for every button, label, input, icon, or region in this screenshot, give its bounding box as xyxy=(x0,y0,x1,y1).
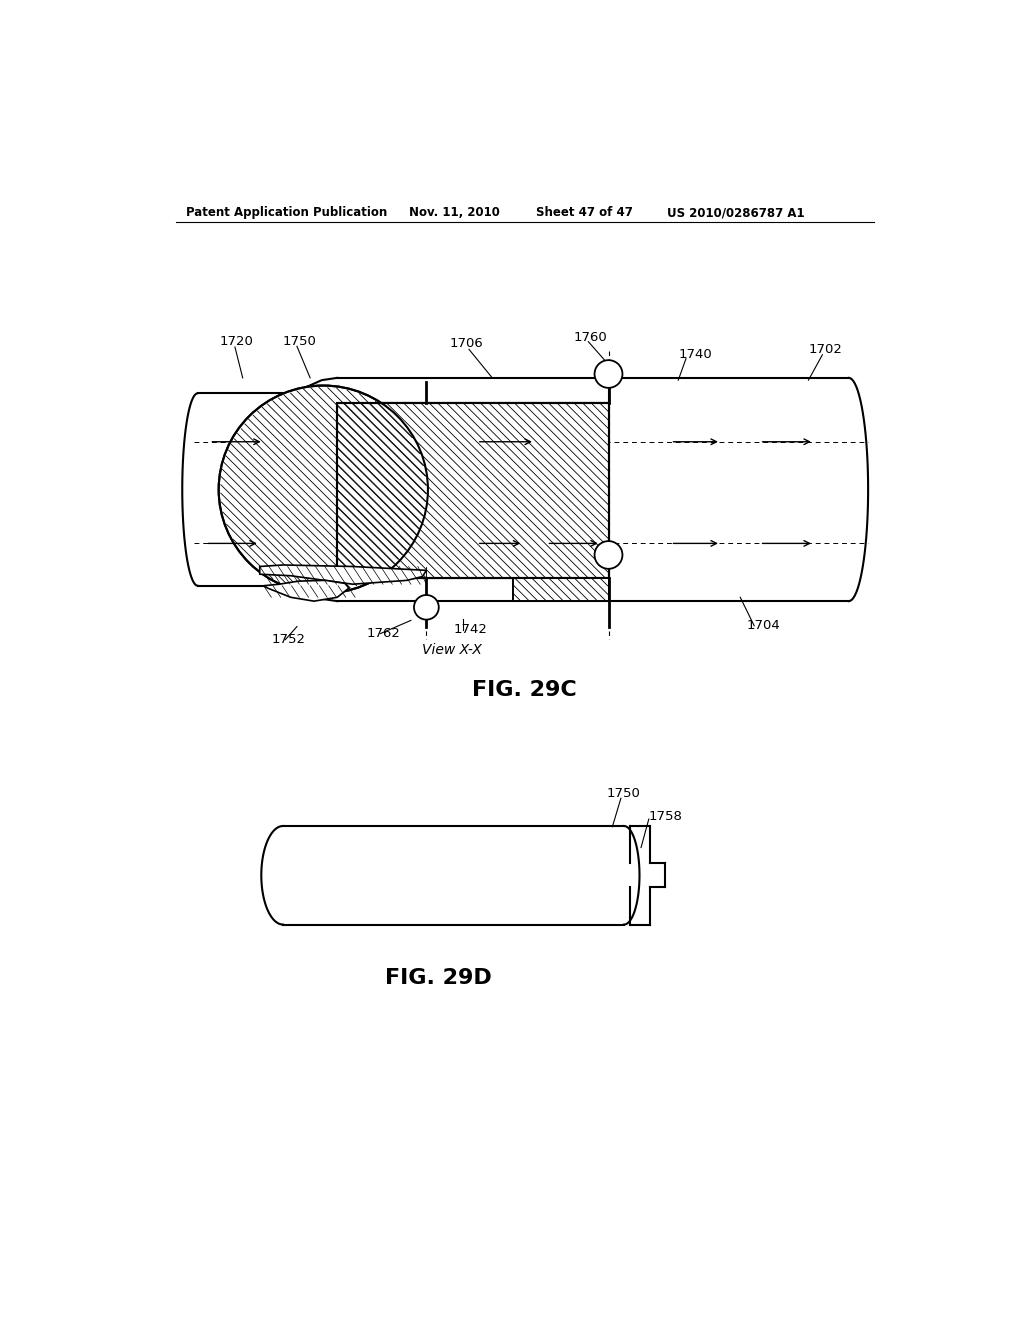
Text: 1720: 1720 xyxy=(219,335,253,348)
Text: 1706: 1706 xyxy=(450,337,483,350)
Text: US 2010/0286787 A1: US 2010/0286787 A1 xyxy=(667,206,804,219)
Circle shape xyxy=(414,595,438,619)
Polygon shape xyxy=(260,565,426,585)
Bar xyxy=(513,578,608,601)
Text: 1742: 1742 xyxy=(454,623,487,636)
Text: FIG. 29D: FIG. 29D xyxy=(385,969,492,989)
Bar xyxy=(337,404,608,578)
Text: Sheet 47 of 47: Sheet 47 of 47 xyxy=(537,206,633,219)
Bar xyxy=(337,404,608,578)
Text: 1762: 1762 xyxy=(367,627,400,640)
Circle shape xyxy=(595,360,623,388)
Text: 1704: 1704 xyxy=(746,619,780,632)
Circle shape xyxy=(219,385,428,594)
Text: 1750: 1750 xyxy=(283,335,316,348)
Text: 1702: 1702 xyxy=(809,343,843,356)
Text: Nov. 11, 2010: Nov. 11, 2010 xyxy=(409,206,500,219)
Text: 1740: 1740 xyxy=(678,348,712,362)
Text: 1760: 1760 xyxy=(573,330,607,343)
Circle shape xyxy=(595,541,623,569)
Text: Patent Application Publication: Patent Application Publication xyxy=(186,206,387,219)
Text: FIG. 29C: FIG. 29C xyxy=(472,680,578,700)
Bar xyxy=(513,578,608,601)
Text: 1752: 1752 xyxy=(271,634,305,647)
Text: 1758: 1758 xyxy=(649,810,683,824)
Polygon shape xyxy=(263,581,349,601)
Text: View X-X: View X-X xyxy=(423,643,482,656)
Text: 1750: 1750 xyxy=(607,787,641,800)
